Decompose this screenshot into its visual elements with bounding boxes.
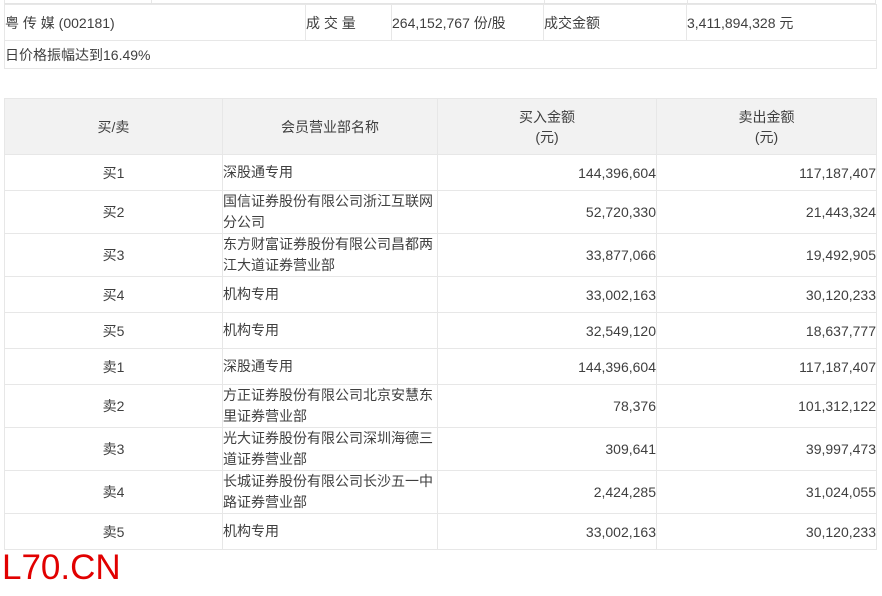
- cell-side: 买5: [4, 312, 223, 349]
- cell-branch: 机构专用: [222, 276, 438, 313]
- header-buy-line2: (元): [535, 128, 559, 145]
- cell-buy: 33,002,163: [437, 513, 657, 550]
- sliver-divider: [687, 0, 688, 3]
- cell-side: 买1: [4, 154, 223, 191]
- sliver-divider: [544, 0, 545, 3]
- previous-row-cutoff: [4, 0, 876, 4]
- cell-branch: 国信证券股份有限公司浙江互联网分公司: [222, 190, 438, 234]
- cell-branch: 东方财富证券股份有限公司昌都两江大道证券营业部: [222, 233, 438, 277]
- cell-sell: 30,120,233: [656, 276, 877, 313]
- table-row: 卖5 机构专用 33,002,163 30,120,233: [4, 513, 877, 550]
- cell-buy: 144,396,604: [437, 348, 657, 385]
- trade-seats-table: 买/卖 会员营业部名称 买入金额 (元) 卖出金额 (元) 买1 深股通专用 144…: [4, 98, 877, 550]
- cell-buy: 33,877,066: [437, 233, 657, 277]
- header-sell-line1: 卖出金额: [738, 108, 795, 125]
- cell-buy: 78,376: [437, 384, 657, 428]
- stock-info-row: 粤 传 媒 (002181) 成 交 量 264,152,767 份/股 成交金…: [4, 4, 877, 41]
- cell-buy: 32,549,120: [437, 312, 657, 349]
- cell-side: 卖2: [4, 384, 223, 428]
- cell-branch: 机构专用: [222, 312, 438, 349]
- cell-buy: 144,396,604: [437, 154, 657, 191]
- cell-buy: 309,641: [437, 427, 657, 471]
- cell-sell: 18,637,777: [656, 312, 877, 349]
- cell-side: 卖4: [4, 470, 223, 514]
- table-row: 买4 机构专用 33,002,163 30,120,233: [4, 276, 877, 313]
- cell-sell: 31,024,055: [656, 470, 877, 514]
- watermark: L70.CN: [2, 548, 121, 587]
- table-row: 买3 东方财富证券股份有限公司昌都两江大道证券营业部 33,877,066 19,49…: [4, 233, 877, 277]
- header-buy-line1: 买入金额: [519, 108, 575, 125]
- cell-side: 卖1: [4, 348, 223, 385]
- cell-buy: 2,424,285: [437, 470, 657, 514]
- cell-side: 买3: [4, 233, 223, 277]
- cell-sell: 117,187,407: [656, 154, 877, 191]
- sliver-divider: [151, 0, 152, 3]
- table-row: 卖1 深股通专用 144,396,604 117,187,407: [4, 348, 877, 385]
- table-row: 卖3 光大证券股份有限公司深圳海德三道证券营业部 309,641 39,997,473: [4, 427, 877, 471]
- turnover-label: 成交金额: [543, 4, 687, 41]
- cell-side: 卖3: [4, 427, 223, 471]
- turnover-value: 3,411,894,328 元: [686, 4, 877, 41]
- cell-buy: 33,002,163: [437, 276, 657, 313]
- cell-buy: 52,720,330: [437, 190, 657, 234]
- price-amplitude-notice: 日价格振幅达到16.49%: [4, 40, 877, 69]
- trade-table-body: 买1 深股通专用 144,396,604 117,187,407 买2 国信证券股份有限公…: [4, 154, 877, 550]
- cell-side: 买4: [4, 276, 223, 313]
- cell-sell: 117,187,407: [656, 348, 877, 385]
- volume-label: 成 交 量: [305, 4, 392, 41]
- cell-side: 卖5: [4, 513, 223, 550]
- cell-branch: 光大证券股份有限公司深圳海德三道证券营业部: [222, 427, 438, 471]
- table-row: 买5 机构专用 32,549,120 18,637,777: [4, 312, 877, 349]
- cell-branch: 方正证券股份有限公司北京安慧东里证券营业部: [222, 384, 438, 428]
- cell-branch: 深股通专用: [222, 154, 438, 191]
- table-row: 买2 国信证券股份有限公司浙江互联网分公司 52,720,330 21,443,324: [4, 190, 877, 234]
- table-row: 卖4 长城证券股份有限公司长沙五一中路证券营业部 2,424,285 31,024,0…: [4, 470, 877, 514]
- volume-value: 264,152,767 份/股: [391, 4, 544, 41]
- notice-row: 日价格振幅达到16.49%: [4, 40, 877, 69]
- table-row: 买1 深股通专用 144,396,604 117,187,407: [4, 154, 877, 191]
- header-side: 买/卖: [4, 98, 223, 155]
- header-sell-amount: 卖出金额 (元): [656, 98, 877, 155]
- trade-table-header: 买/卖 会员营业部名称 买入金额 (元) 卖出金额 (元): [4, 98, 877, 155]
- cell-side: 买2: [4, 190, 223, 234]
- stock-info-table: 粤 传 媒 (002181) 成 交 量 264,152,767 份/股 成交金…: [4, 4, 877, 69]
- header-branch: 会员营业部名称: [222, 98, 438, 155]
- table-row: 卖2 方正证券股份有限公司北京安慧东里证券营业部 78,376 101,312,122: [4, 384, 877, 428]
- header-buy-amount: 买入金额 (元): [437, 98, 657, 155]
- cell-branch: 长城证券股份有限公司长沙五一中路证券营业部: [222, 470, 438, 514]
- header-sell-line2: (元): [754, 128, 779, 145]
- stock-name: 粤 传 媒 (002181): [4, 4, 306, 41]
- cell-sell: 19,492,905: [656, 233, 877, 277]
- cell-branch: 机构专用: [222, 513, 438, 550]
- cell-sell: 39,997,473: [656, 427, 877, 471]
- cell-sell: 21,443,324: [656, 190, 877, 234]
- cell-sell: 101,312,122: [656, 384, 877, 428]
- cell-branch: 深股通专用: [222, 348, 438, 385]
- cell-sell: 30,120,233: [656, 513, 877, 550]
